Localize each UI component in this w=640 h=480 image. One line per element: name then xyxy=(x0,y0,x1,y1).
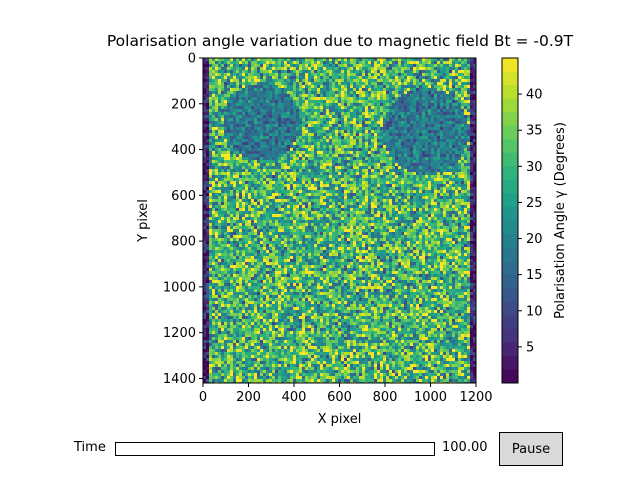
heatmap-image xyxy=(203,58,476,383)
colorbar-tick-label: 40 xyxy=(526,88,543,103)
colorbar-label: Polarisation Angle γ (Degrees) xyxy=(553,122,568,319)
y-tick-label: 1400 xyxy=(163,372,196,387)
x-tick-label: 1000 xyxy=(414,390,447,405)
x-axis-label: X pixel xyxy=(318,412,362,427)
colorbar-tick-label: 25 xyxy=(526,196,543,211)
x-tick-label: 600 xyxy=(327,390,352,405)
x-tick-label: 1200 xyxy=(459,390,492,405)
time-slider[interactable] xyxy=(115,442,435,456)
colorbar-tick-label: 15 xyxy=(526,268,543,283)
y-tick-label: 1000 xyxy=(163,280,196,295)
colorbar-tick-label: 20 xyxy=(526,232,543,247)
colorbar-tick-label: 35 xyxy=(526,124,543,139)
x-tick-label: 800 xyxy=(373,390,398,405)
chart-title: Polarisation angle variation due to magn… xyxy=(106,32,574,50)
time-label: Time xyxy=(74,440,106,455)
colorbar-tick-label: 5 xyxy=(526,340,534,355)
x-tick-label: 200 xyxy=(236,390,261,405)
colorbar-tick-label: 30 xyxy=(526,160,543,175)
x-tick-label: 400 xyxy=(282,390,307,405)
x-tick-label: 0 xyxy=(199,390,207,405)
y-tick-label: 800 xyxy=(171,235,196,250)
y-tick-label: 200 xyxy=(171,97,196,112)
time-value: 100.00 xyxy=(442,440,488,455)
colorbar-frame xyxy=(501,57,519,384)
y-axis-label: Y pixel xyxy=(136,199,151,243)
colorbar-tick-label: 10 xyxy=(526,304,543,319)
colorbar xyxy=(502,58,518,384)
y-tick-label: 600 xyxy=(171,189,196,204)
y-tick-label: 400 xyxy=(171,143,196,158)
y-tick-label: 1200 xyxy=(163,326,196,341)
y-tick-label: 0 xyxy=(188,52,196,67)
pause-button[interactable]: Pause xyxy=(499,432,563,466)
